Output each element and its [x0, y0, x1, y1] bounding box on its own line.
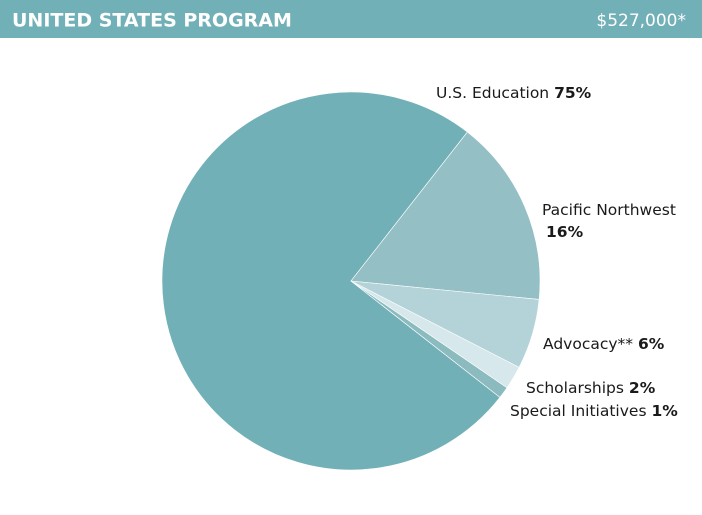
category-name: U.S. Education	[436, 84, 549, 102]
slice-label: Special Initiatives 1%	[510, 402, 678, 420]
category-name: Advocacy**	[543, 335, 633, 353]
pie-slice	[350, 280, 508, 398]
category-name: Special Initiatives	[510, 402, 647, 420]
slice-value: 1%	[651, 402, 678, 420]
slice-label: Scholarships 2%	[526, 379, 656, 397]
chart-title: UNITED STATES PROGRAM	[12, 10, 292, 32]
category-name: Pacific Northwest	[542, 201, 676, 219]
total-amount: $527,000*	[596, 11, 686, 31]
slice-label: Pacific Northwest	[542, 201, 676, 219]
pie-slice	[350, 131, 541, 300]
slice-label: Advocacy** 6%	[543, 335, 665, 353]
header-bar	[0, 0, 702, 38]
slice-value: 16%	[546, 223, 584, 241]
slice-value: 75%	[554, 84, 592, 102]
slice-value: 6%	[638, 335, 665, 353]
pie-slice	[161, 91, 501, 471]
category-name: Scholarships	[526, 379, 624, 397]
slice-value-text: 16%	[546, 223, 584, 241]
slice-value: 2%	[629, 379, 656, 397]
slice-label: U.S. Education 75%	[436, 84, 592, 102]
